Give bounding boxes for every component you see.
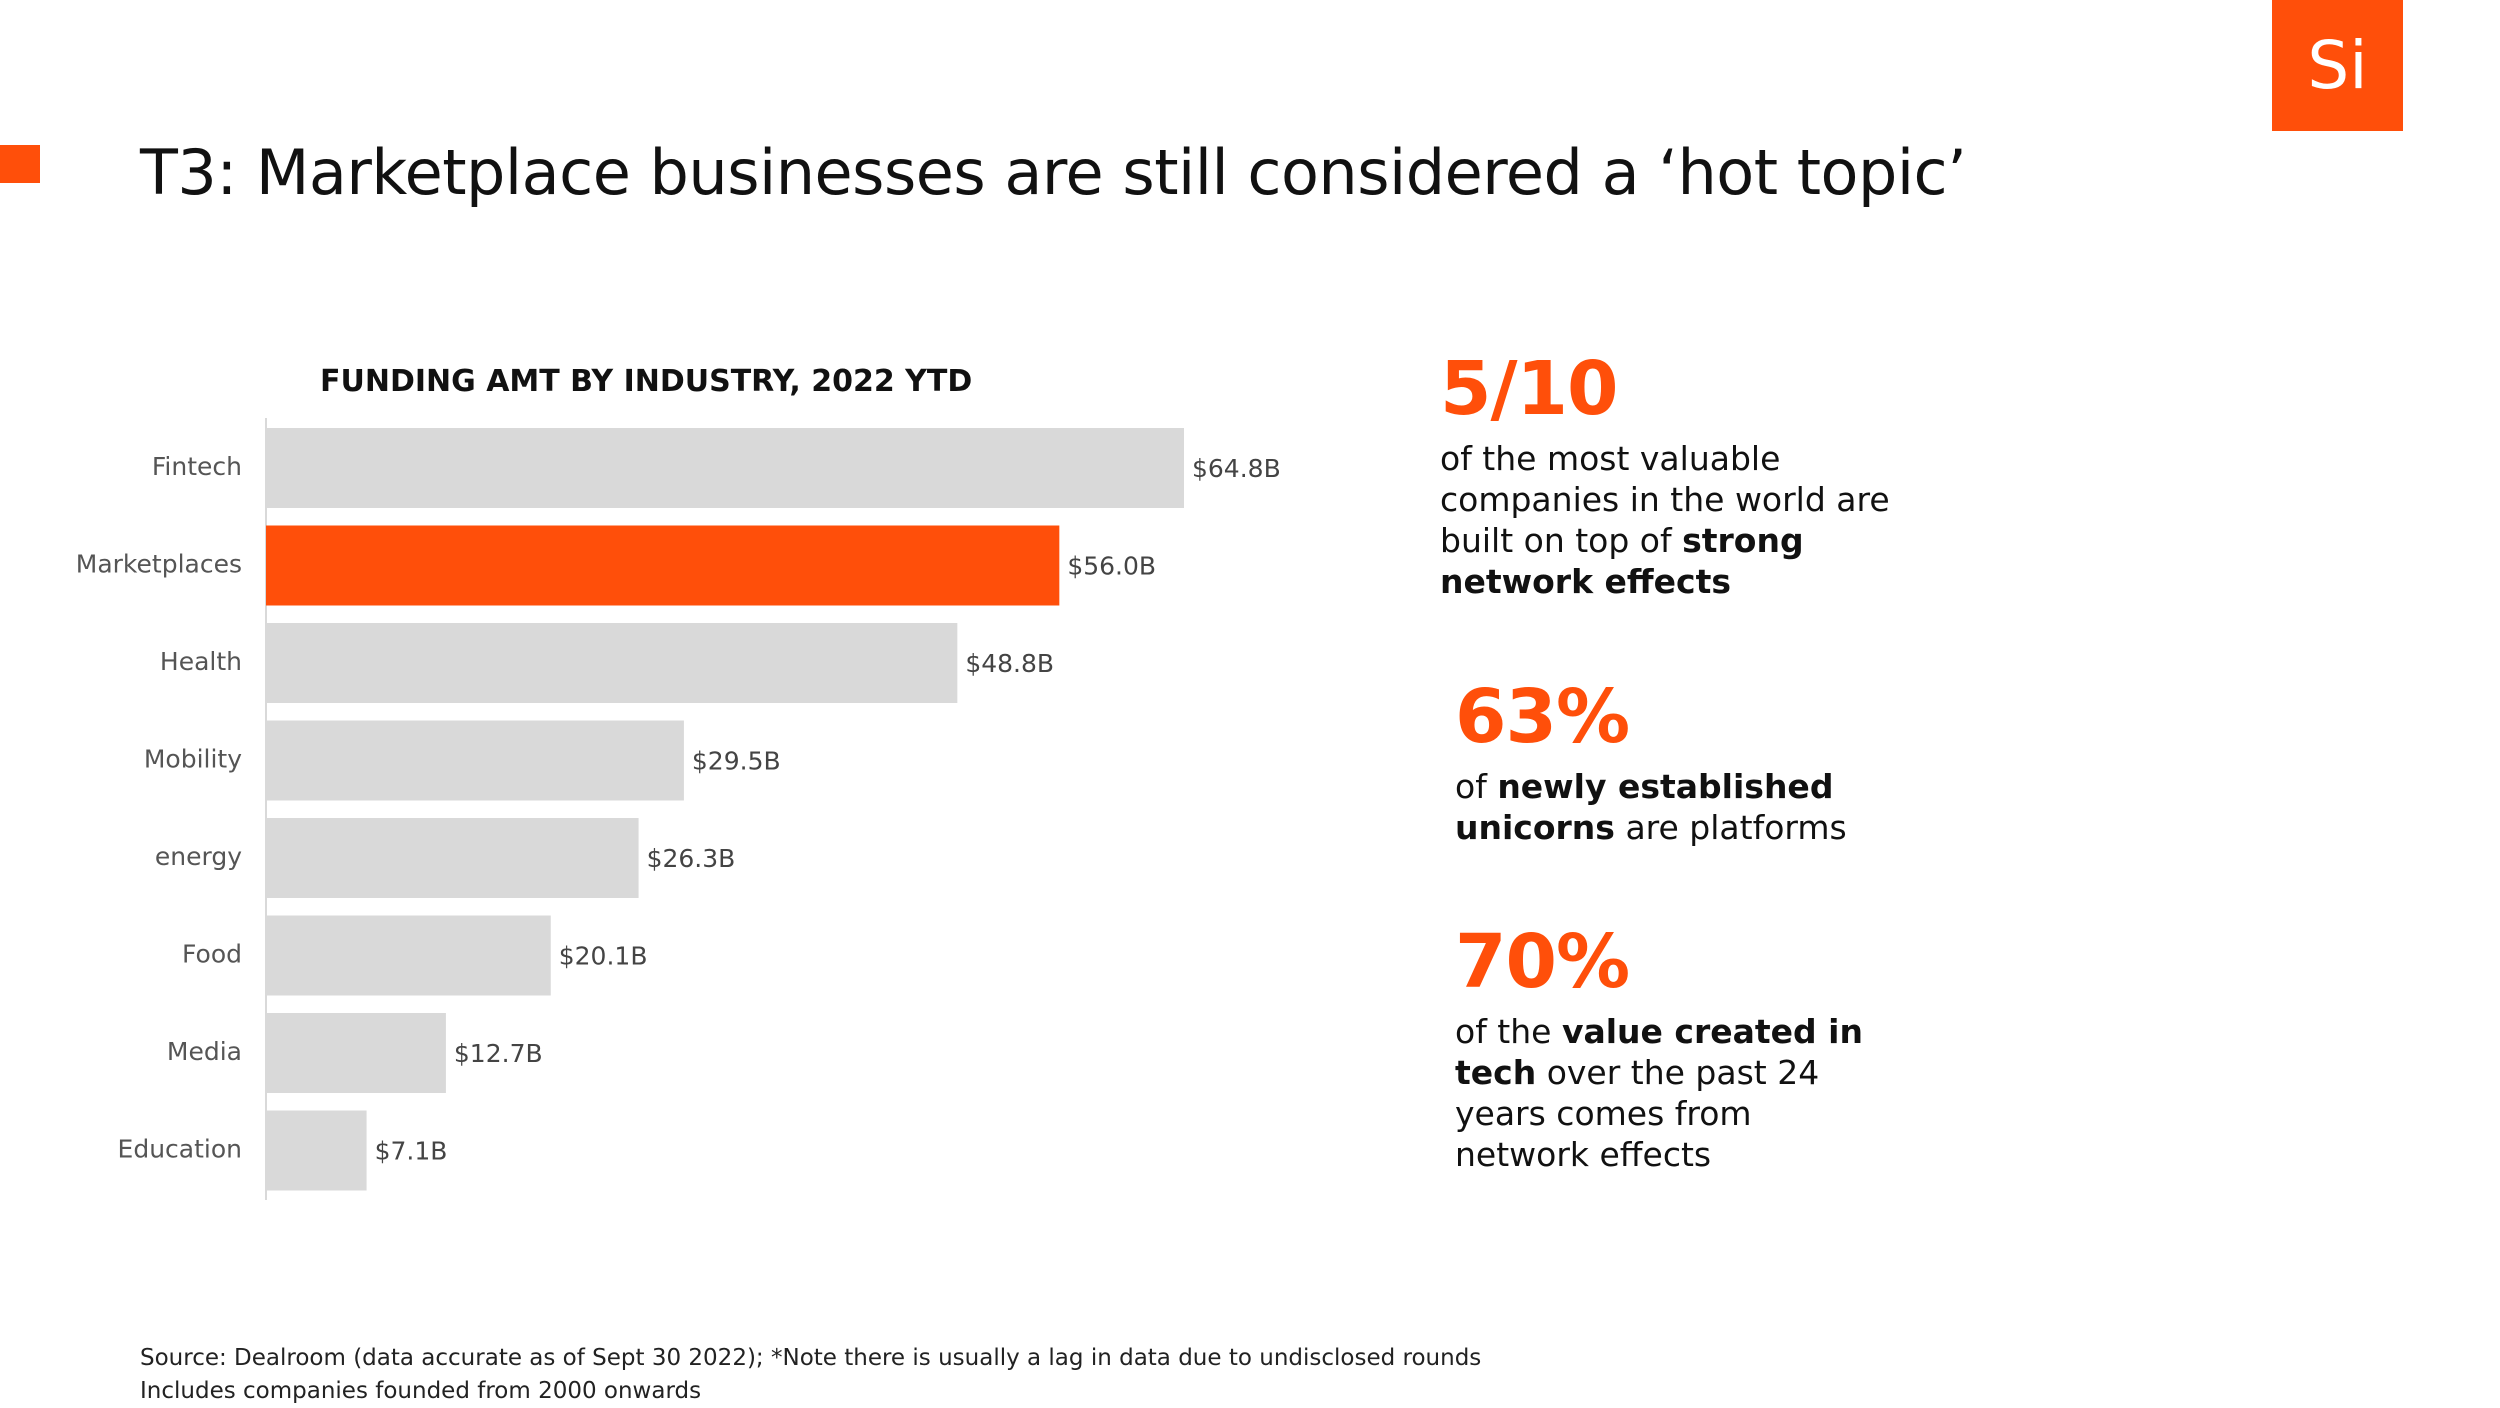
stat-block-1: 5/10 of the most valuable companies in t… [1440, 352, 1920, 602]
stat-text-2: of newly established unicorns are platfo… [1455, 766, 1915, 848]
source-note: Source: Dealroom (data accurate as of Se… [140, 1342, 1481, 1408]
page-title: T3: Marketplace businesses are still con… [140, 136, 1967, 209]
bar-food [266, 915, 551, 996]
stat-2-text-part-2: are platforms [1614, 808, 1847, 847]
value-label-fintech: $64.8B [1192, 454, 1281, 483]
stat-2-bold-part: newly established unicorns [1455, 767, 1834, 847]
left-accent-bar [0, 145, 40, 183]
category-label-food: Food [182, 940, 242, 969]
bar-marketplaces [266, 525, 1060, 606]
category-label-energy: energy [155, 842, 242, 871]
stat-number-3: 70% [1455, 919, 1630, 1005]
stat-block-2: 63% of newly established unicorns are pl… [1455, 680, 1915, 848]
value-label-marketplaces: $56.0B [1067, 552, 1156, 581]
category-label-fintech: Fintech [152, 452, 242, 481]
value-label-media: $12.7B [454, 1039, 543, 1068]
source-line-2: Includes companies founded from 2000 onw… [140, 1378, 702, 1404]
si-logo: Si [2272, 0, 2403, 131]
category-label-health: Health [160, 647, 242, 676]
stat-3-text-part-2: over the past 24 years comes from networ… [1455, 1053, 1820, 1174]
bar-education [266, 1110, 367, 1191]
funding-bar-chart: Fintech $64.8B Marketplaces $56.0B Health $48… [76, 418, 1281, 1200]
stat-text-1: of the most valuable companies in the wo… [1440, 438, 1920, 602]
stat-text-3: of the value created in tech over the pa… [1455, 1011, 1895, 1175]
category-label-education: Education [118, 1135, 242, 1164]
logo-text: Si [2307, 27, 2368, 104]
value-label-mobility: $29.5B [692, 747, 781, 776]
value-label-education: $7.1B [375, 1137, 448, 1166]
stat-number-1: 5/10 [1440, 346, 1619, 432]
stat-1-text-part: of the most valuable companies in the wo… [1440, 439, 1890, 560]
bar-media [266, 1013, 446, 1093]
stat-3-bold-part: value created in tech [1455, 1012, 1863, 1092]
value-label-health: $48.8B [965, 649, 1054, 678]
source-line-1: Source: Dealroom (data accurate as of Se… [140, 1345, 1482, 1371]
stat-number-2: 63% [1455, 674, 1630, 760]
chart-title: FUNDING AMT BY INDUSTRY, 2022 YTD [320, 364, 973, 399]
stat-2-text-part: of [1455, 767, 1498, 806]
bar-energy [266, 818, 639, 898]
stat-block-3: 70% of the value created in tech over th… [1455, 925, 1895, 1175]
category-label-media: Media [167, 1037, 242, 1066]
value-label-food: $20.1B [559, 942, 648, 971]
bar-mobility [266, 720, 684, 801]
stat-3-text-part: of the [1455, 1012, 1562, 1051]
category-label-marketplaces: Marketplaces [76, 550, 242, 579]
stat-1-bold-part: strong network effects [1440, 521, 1804, 601]
bar-health [266, 623, 958, 703]
bar-fintech [266, 428, 1184, 508]
category-label-mobility: Mobility [144, 745, 242, 774]
value-label-energy: $26.3B [647, 844, 736, 873]
